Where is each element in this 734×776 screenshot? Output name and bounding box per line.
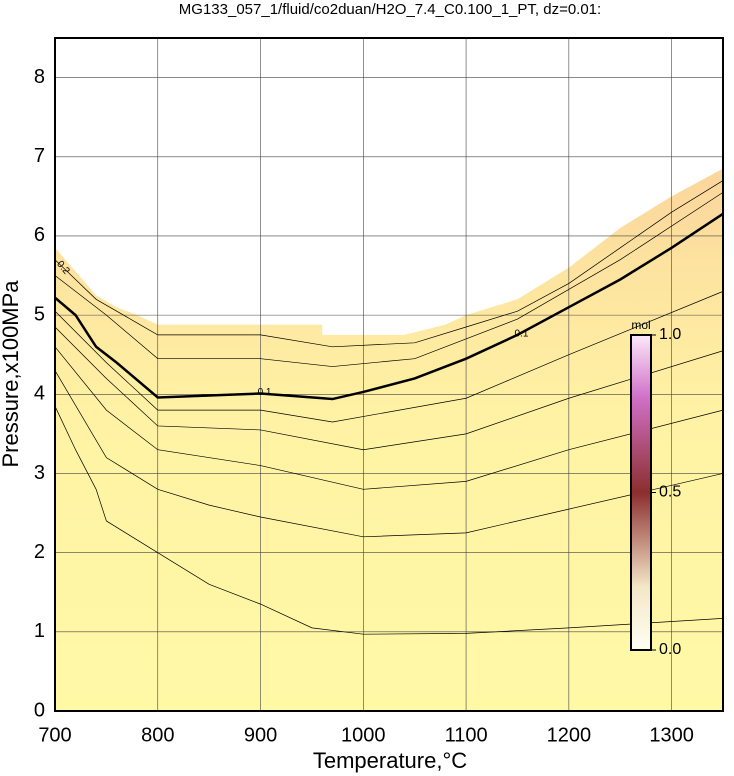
colorbar: [630, 334, 652, 651]
contour-line: [54, 346, 724, 490]
contour-label: 0.1: [515, 329, 529, 340]
contour-line: [54, 291, 724, 423]
contour-line: [54, 326, 724, 451]
x-tick-label: 1300: [649, 724, 694, 746]
y-tick-label: 5: [34, 303, 45, 325]
colorbar-tick-label: 0.0: [659, 641, 681, 658]
x-tick-label: 900: [244, 724, 277, 746]
x-tick-label: 700: [38, 724, 71, 746]
y-tick-label: 4: [34, 383, 45, 405]
y-tick-label: 3: [34, 462, 45, 484]
y-tick-label: 8: [34, 66, 45, 88]
colorbar-tick-label: 1.0: [659, 326, 681, 343]
plot-frame: [54, 37, 724, 712]
chart-title: MG133_057_1/fluid/co2duan/H2O_7.4_C0.100…: [179, 1, 601, 18]
y-tick-label: 2: [34, 541, 45, 563]
y-tick-label: 6: [34, 224, 45, 246]
colorbar-tick-label: 0.5: [659, 484, 681, 501]
y-tick-label: 7: [34, 145, 45, 167]
contour-line: [54, 406, 724, 635]
contour-label: 0.1: [258, 387, 272, 398]
x-tick-label: 1000: [341, 724, 386, 746]
data-region: [55, 168, 723, 711]
contour-line: [54, 180, 724, 348]
y-tick-label: 1: [34, 620, 45, 642]
x-tick-label: 1100: [445, 724, 488, 746]
x-tick-label: 1200: [547, 724, 592, 746]
contour-line: [54, 370, 724, 538]
x-axis-label: Temperature,°C: [313, 748, 467, 773]
contour-line: [54, 212, 724, 401]
y-axis-label: Pressure,x100MPa: [0, 280, 23, 468]
colorbar-unit: mol: [631, 318, 650, 332]
y-tick-label: 0: [34, 699, 45, 721]
contour-line: [54, 192, 724, 367]
x-tick-label: 800: [141, 724, 174, 746]
